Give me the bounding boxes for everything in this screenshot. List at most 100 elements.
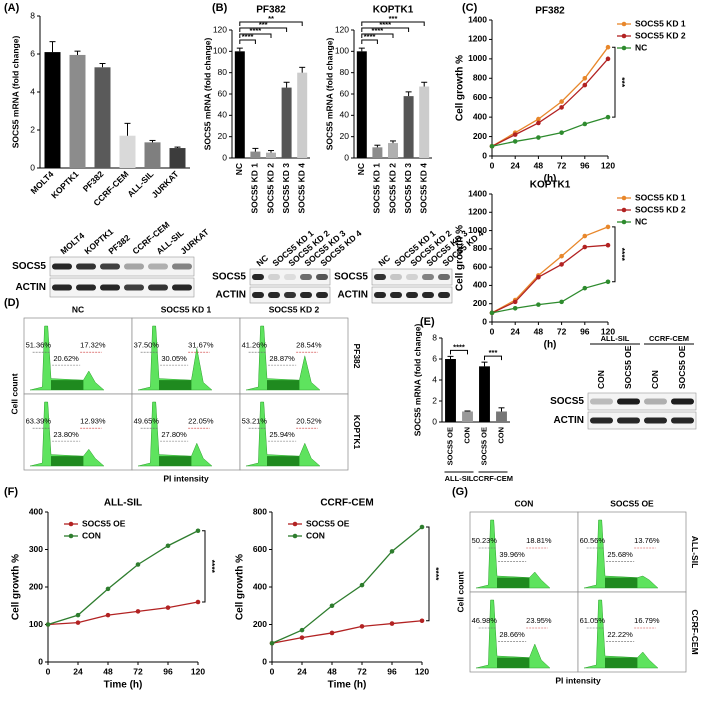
y-axis-label: SOCS5 mRNA (fold change) [412, 324, 422, 437]
series-marker [419, 618, 425, 624]
group-label: ALL-SIL [445, 474, 474, 483]
bar [44, 52, 61, 168]
blot-band [390, 274, 402, 280]
legend-label: SOCS5 KD 2 [635, 30, 686, 40]
blot-band [671, 417, 694, 424]
x-tick-label: 72 [557, 326, 567, 336]
blot-band [284, 292, 296, 298]
series-marker [389, 549, 395, 554]
series-marker [419, 524, 425, 530]
significance-label: **** [379, 20, 391, 29]
x-tick-label: 72 [357, 666, 367, 676]
series-marker [605, 56, 611, 62]
series-marker [512, 132, 518, 137]
x-tick-label: SOCS5 KD 4 [296, 163, 306, 214]
y-tick-label: 800 [253, 506, 267, 516]
blot-band [374, 292, 386, 298]
blot-band [268, 292, 280, 298]
flow-s-phase [51, 456, 84, 466]
bar [445, 359, 456, 422]
phase-percent: 28.87% [269, 354, 295, 363]
phase-percent: 22.22% [607, 630, 633, 639]
series-marker [195, 599, 201, 605]
y-tick-label: 200 [253, 619, 267, 629]
blot-band [644, 417, 667, 424]
x-axis-label: PI intensity [555, 675, 601, 685]
blot-band [124, 284, 144, 291]
y-tick-label: 200 [473, 131, 487, 141]
bar [403, 96, 414, 158]
significance-label: **** [364, 32, 376, 41]
blot-band [100, 263, 120, 270]
bar [496, 411, 507, 422]
blot-band [172, 263, 192, 270]
series-marker [329, 630, 335, 636]
x-tick-label: NC [234, 163, 244, 175]
blot-band [438, 292, 450, 298]
significance-bracket [426, 526, 430, 622]
y-tick-label: 4 [432, 374, 437, 384]
blot-band [422, 274, 434, 280]
x-tick-label: 120 [601, 326, 615, 336]
y-tick-label: 1400 [468, 188, 487, 198]
blot-band [148, 284, 168, 291]
series-marker [359, 624, 365, 629]
blot-band [300, 292, 312, 298]
group-label: CCRF-CEM [473, 474, 513, 483]
series-marker [605, 44, 611, 50]
lane-label: SOCS5 OE [677, 345, 687, 389]
flow-histogram [245, 325, 321, 391]
flow-histogram [475, 519, 551, 589]
group-label: CCRF-CEM [649, 334, 689, 343]
series-marker [605, 224, 611, 230]
significance-bracket [239, 39, 256, 44]
row-label: KOPTK1 [352, 415, 362, 450]
blot-strip [587, 411, 697, 430]
column-title: NC [72, 304, 84, 314]
phase-percent: 20.62% [53, 354, 79, 363]
series-marker [605, 114, 611, 120]
y-axis-label: SOCS5 mRNA (fold change) [324, 38, 334, 151]
y-tick-label: 200 [473, 298, 487, 308]
flow-histogram [29, 401, 105, 467]
series-marker [45, 622, 51, 627]
x-tick-label: SOCS5 OE [479, 427, 488, 465]
flow-s-phase [159, 380, 192, 390]
flow-histogram [137, 401, 213, 467]
phase-percent: 13.76% [634, 536, 660, 545]
significance-bracket [484, 355, 502, 361]
significance-bracket [239, 21, 303, 26]
significance-bracket [361, 33, 394, 38]
phase-percent: 31.67% [188, 340, 214, 349]
bar [356, 51, 367, 159]
y-tick-label: 6 [30, 48, 35, 58]
legend-marker [621, 21, 627, 27]
panel-label: (F) [4, 486, 18, 498]
x-tick-label: 24 [510, 160, 520, 170]
legend-marker [621, 195, 627, 201]
legend-marker [292, 521, 298, 527]
y-tick-label: 400 [473, 280, 487, 290]
series-marker [489, 310, 495, 316]
bar [388, 143, 398, 158]
series-line [47, 601, 199, 626]
y-tick-label: 1200 [468, 34, 487, 44]
x-tick-label: 24 [297, 666, 307, 676]
phase-percent: 25.68% [607, 550, 633, 559]
y-tick-label: 60 [340, 88, 350, 98]
significance-bracket [612, 46, 616, 118]
y-axis-label: Cell growth % [235, 554, 246, 620]
flow-s-phase [267, 456, 300, 466]
series-marker [75, 612, 81, 618]
y-axis-label: SOCS5 mRNA (fold change) [202, 38, 212, 151]
series-marker [389, 621, 395, 626]
blot-band [422, 292, 434, 298]
blot-band [284, 274, 296, 280]
x-axis-label: Time (h) [104, 680, 143, 691]
blot-strip [49, 277, 195, 298]
legend-marker [621, 33, 627, 39]
phase-percent: 27.80% [161, 430, 187, 439]
blot-band [252, 274, 264, 280]
phase-percent: 12.93% [80, 416, 106, 425]
